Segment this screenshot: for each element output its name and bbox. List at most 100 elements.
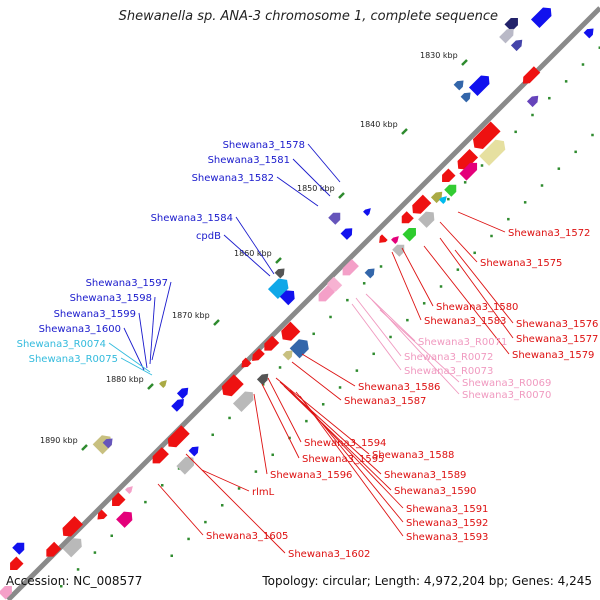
tick-dot [480,164,484,167]
leader-line [275,377,370,455]
leader-line [185,453,286,554]
summary-text: Topology: circular; Length: 4,972,204 bp… [262,574,592,588]
leader-line [371,299,460,395]
leader-line [276,176,319,207]
gene-arrow [583,28,594,39]
leader-line [123,327,145,371]
backbone [6,6,600,600]
tick-dot [271,453,274,457]
tick-dot [254,470,258,473]
gene-arrow [530,7,552,29]
leader-line [151,281,172,361]
tick-dot [321,403,325,406]
tick-dot [447,197,450,201]
leader-line [351,303,402,371]
gene-arrow [412,194,432,214]
label-lower: Shewana3_1586 [358,382,440,393]
tick-dot [160,484,164,487]
tick-mark [81,444,88,451]
gene-arrow [116,511,133,528]
label-lower: rlmL [252,487,275,498]
leader-line [457,211,506,233]
label-lower: Shewana3_1589 [384,470,466,481]
tick-dot [591,133,594,137]
gene-arrow [171,399,184,412]
gene-arrow [0,586,12,600]
tick-dot [110,534,113,538]
accession-text: Accession: NC_008577 [6,574,143,588]
tick-dot [523,201,527,204]
gene-arrow [10,556,24,570]
gene-arrow [62,515,84,537]
tick-dot [422,302,426,305]
leader-line [391,251,422,321]
gene-arrow [274,268,285,279]
gene-arrow [402,228,416,242]
label-lower: Shewana3_1592 [406,518,488,529]
gene-arrow [264,335,280,351]
tick-dot [548,96,551,100]
leader-line [292,158,331,197]
gene-arrow [340,228,353,240]
tick-dot [531,113,534,117]
gene-arrow [188,446,199,457]
leader-line [267,377,302,443]
tick-mark [213,319,220,326]
label-lower: Shewana3_1605 [206,531,288,542]
gene-arrow [281,321,301,341]
gene-arrow [152,447,169,464]
label-right: Shewana3_1576 [516,319,598,330]
tick-dot [598,46,600,49]
gene-arrow [167,425,190,448]
gene-arrow [522,66,541,84]
leader-line [108,342,151,373]
gene-arrow [282,350,293,361]
gene-arrow [363,208,371,216]
tick-mark [461,59,468,66]
gene-arrow [526,95,539,108]
tick-label: 1880 kbp [106,375,144,384]
gene-arrow [418,211,435,228]
tick-label: 1860 kbp [234,249,272,258]
tick-label: 1870 kbp [172,311,210,320]
label-upper: cpdB [196,231,221,242]
gene-arrow [279,290,295,306]
gene-arrow [499,28,514,44]
label-lower: Shewana3_1587 [344,396,426,407]
gene-arrow [256,373,269,386]
gene-labels: Shewana3_1578 Shewana3_1581 Shewana3_1582 S… [17,140,599,560]
gene-arrow [102,438,113,449]
label-upper: Shewana3_1584 [151,213,233,224]
gene-arrow [453,80,464,91]
gene-arrow [442,168,456,182]
gene-arrow [460,92,471,103]
gene-arrow [479,139,506,166]
tick-dot [463,181,467,184]
label-right: Shewana3_1583 [424,316,506,327]
label-right: Shewana3_1572 [508,228,590,239]
gene-arrow [392,244,405,257]
tick-dot [379,265,383,268]
label-pseudo: Shewana3_R0069 [462,378,551,389]
leader-line [423,245,510,355]
label-lower: Shewana3_1591 [406,504,488,515]
gene-arrow [444,184,457,197]
gene-arrow [504,18,518,32]
tick-label: 1830 kbp [420,51,458,60]
label-pseudo: Shewana3_R0072 [404,352,493,363]
leader-line [235,216,275,275]
gene-arrow [46,541,62,557]
gene-arrow [318,285,335,302]
tick-mark [147,383,154,390]
tick-dot [305,419,308,423]
tick-dot [574,150,577,154]
label-upper: Shewana3_1581 [208,155,290,166]
label-lower: Shewana3_1588 [372,450,454,461]
gene-arrow [12,542,25,555]
tick-mark [275,257,282,264]
leader-line [283,385,392,491]
leader-line [454,249,514,324]
leader-line [299,395,404,537]
leader-line [291,361,342,401]
